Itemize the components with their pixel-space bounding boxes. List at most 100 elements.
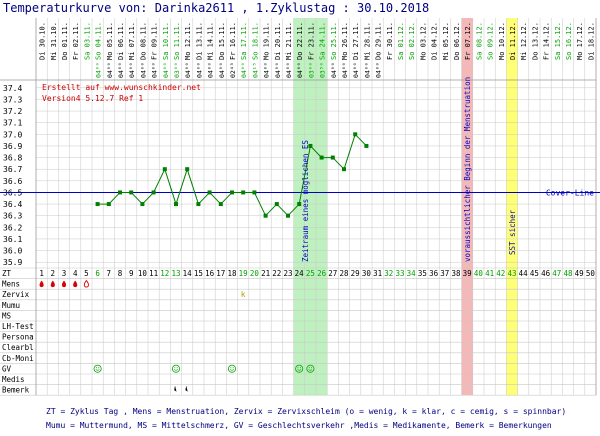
expected-mens-label: voraussichtlicher Beginn der Menstruatio… <box>463 77 472 262</box>
zt-number: 13 <box>171 269 180 278</box>
temperature-point <box>230 190 234 195</box>
zt-number: 36 <box>429 269 439 278</box>
gv-smiley-eye <box>311 367 313 369</box>
mens-drop-icon <box>39 280 44 288</box>
zt-number: 43 <box>507 269 516 278</box>
temperature-point <box>241 190 246 195</box>
band-labels: Zeitraum eines möglichen ES voraussichtli… <box>301 77 517 262</box>
temperature-point <box>140 202 145 207</box>
row-label: Mens <box>2 280 20 289</box>
zt-number: 37 <box>440 269 449 278</box>
temperature-point <box>286 213 290 218</box>
row-label: ZT <box>2 269 12 278</box>
zt-number: 40 <box>474 269 484 278</box>
date-label: Mo 26.11. <box>341 22 349 60</box>
bands-layer <box>293 18 518 396</box>
date-label: Di 30.10. <box>39 22 47 60</box>
date-label: Sa 17.11. <box>240 22 248 60</box>
zt-number: 21 <box>261 269 270 278</box>
mens-drop-icon <box>73 280 78 288</box>
date-label: Do 29.11. <box>375 22 383 60</box>
gv-smiley-mouth <box>230 369 234 371</box>
zt-number: 42 <box>496 269 505 278</box>
temperature-point <box>218 202 223 207</box>
zt-number: 10 <box>138 269 148 278</box>
date-label: Mi 14.11. <box>207 22 215 60</box>
bemerk-mark-icon <box>185 385 188 392</box>
chart-title: Temperaturkurve von: Darinka2611 , 1.Zyk… <box>3 1 429 15</box>
gv-smiley-eye <box>176 367 178 369</box>
date-label: Di 11.12. <box>509 22 517 60</box>
date-label: Fr 07.12. <box>464 22 472 60</box>
temperature-point <box>106 202 111 207</box>
zt-number: 3 <box>62 269 67 278</box>
date-label: Di 18.12. <box>587 22 595 60</box>
credit-line-2: Version4 5.12.7 Ref 1 <box>42 94 143 103</box>
temperature-point <box>162 167 167 172</box>
gv-smiley-mouth <box>297 369 302 371</box>
date-label: Mi 31.10. <box>50 22 58 60</box>
gv-smiley-icon <box>93 364 102 373</box>
time-label: 04⁰⁰ <box>106 62 114 78</box>
zt-number: 38 <box>451 269 461 278</box>
zt-number: 50 <box>586 269 596 278</box>
zt-number: 34 <box>407 269 417 278</box>
y-tick-label: 36.3 <box>3 212 22 221</box>
time-label: 04⁰⁰ <box>195 62 203 78</box>
temperature-point <box>364 143 369 148</box>
zt-number: 6 <box>95 269 100 278</box>
time-label: 04⁰⁰ <box>184 62 192 78</box>
gv-smiley-eye <box>174 367 176 369</box>
zt-number: 11 <box>149 269 158 278</box>
zt-number: 5 <box>84 269 89 278</box>
date-label: Di 20.11. <box>274 22 282 60</box>
gv-smiley-eye <box>308 367 310 369</box>
y-tick-label: 36.1 <box>3 235 22 244</box>
time-label: 04⁰⁰ <box>341 62 349 78</box>
date-label: Do 15.11. <box>218 22 226 60</box>
zt-number: 49 <box>575 269 584 278</box>
zt-number: 44 <box>519 269 529 278</box>
y-tick-label: 37.3 <box>3 95 22 104</box>
temperature-point <box>95 202 100 207</box>
row-label: MS <box>2 311 12 320</box>
zt-number: 8 <box>118 269 123 278</box>
sst-band <box>506 18 518 396</box>
time-label: 04⁰⁰ <box>95 62 103 78</box>
date-label: So 16.12. <box>565 22 573 60</box>
date-label: Di 04.12. <box>431 22 439 60</box>
zt-number: 12 <box>160 269 169 278</box>
date-label: Do 08.11. <box>139 22 147 60</box>
bemerk-mark-icon <box>174 385 177 392</box>
y-tick-label: 37.2 <box>3 107 22 116</box>
time-label: 04⁰⁰ <box>375 62 383 78</box>
date-label: Sa 10.11. <box>162 22 170 60</box>
mens-light-drop-icon <box>83 279 89 288</box>
y-tick-label: 37.0 <box>3 130 22 139</box>
zt-number: 41 <box>485 269 494 278</box>
fertile-window-band <box>293 18 328 396</box>
zt-number: 22 <box>272 269 281 278</box>
time-label: 04⁰⁰ <box>207 62 215 78</box>
y-tick-label: 36.8 <box>3 154 22 163</box>
date-header: Di 30.10. Mi 31.10. Do 01.11. Fr 02.11. Sa 0… <box>39 22 596 78</box>
y-tick-label: 36.9 <box>3 142 22 151</box>
temperature-point <box>174 202 178 207</box>
zt-number: 15 <box>194 269 203 278</box>
temperature-point <box>342 167 346 172</box>
y-tick-label: 37.1 <box>3 119 22 128</box>
temperature-point <box>297 202 302 207</box>
time-label: 04⁰⁰ <box>363 62 371 78</box>
row-label: Mumu <box>2 301 20 310</box>
zt-number: 4 <box>73 269 78 278</box>
zt-number: 31 <box>373 269 382 278</box>
date-label: Mi 12.12. <box>520 22 528 60</box>
row-label: Persona <box>2 333 34 342</box>
sst-label: SST sicher <box>508 209 517 255</box>
zt-number: 48 <box>563 269 573 278</box>
time-label: 04⁰⁰ <box>296 62 304 78</box>
gv-smiley-eye <box>230 367 232 369</box>
gv-smiley-eye <box>232 367 234 369</box>
date-label: Mo 03.12. <box>419 22 427 60</box>
temperature-point <box>129 190 134 195</box>
